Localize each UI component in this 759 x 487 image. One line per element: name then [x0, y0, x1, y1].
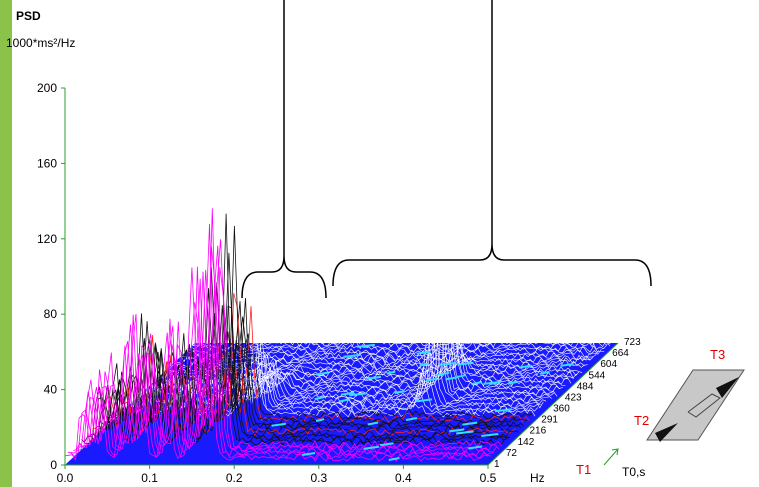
cyan-highlight-mark — [437, 371, 450, 376]
cyan-highlight-mark — [343, 353, 361, 358]
cyan-highlight-mark — [380, 442, 394, 447]
cyan-highlight-mark — [468, 445, 483, 450]
cyan-highlight-mark — [340, 391, 355, 396]
z-tick-label: 423 — [565, 392, 582, 403]
spectrum-slice-line — [95, 301, 519, 433]
spectrum-surface — [64, 208, 619, 465]
cyan-highlight-mark — [349, 392, 367, 397]
cyan-highlight-mark — [405, 417, 418, 421]
z-axis-unit: T0,s — [622, 465, 645, 479]
band-brace — [332, 0, 652, 287]
z-tick-label: 723 — [624, 337, 641, 348]
x-tick-label: 0.5 — [480, 471, 497, 485]
band-brace — [241, 0, 327, 299]
spectrum-slice-line — [89, 225, 513, 439]
spectrum-slice-line — [147, 303, 572, 384]
z-tick-label: 142 — [518, 437, 535, 448]
cyan-highlight-mark — [416, 350, 431, 355]
cyan-highlight-mark — [394, 390, 405, 394]
cyan-highlight-mark — [366, 375, 382, 380]
spectrum-slice-line — [150, 327, 574, 382]
spectrum-slice-line — [175, 349, 599, 358]
band-braces — [241, 0, 652, 299]
cyan-highlight-mark — [471, 381, 483, 386]
cyan-highlight-mark — [388, 456, 400, 461]
cyan-highlight-mark — [419, 362, 429, 367]
y-tick-label: 120 — [37, 232, 57, 246]
cyan-highlight-mark — [314, 396, 325, 401]
marker-t1: T1 — [576, 462, 591, 477]
spectrum-slice-line — [78, 266, 503, 449]
cyan-highlight-mark — [483, 380, 501, 385]
spectrum-slice-line — [192, 333, 616, 343]
spectrum-slice-line — [70, 246, 494, 457]
cyan-highlight-mark — [316, 371, 330, 376]
cyan-highlight-mark — [271, 422, 287, 427]
z-tick-label: 544 — [589, 370, 606, 381]
cyan-highlight-mark — [301, 451, 316, 456]
z-tick-label: 1 — [494, 459, 500, 470]
marker-t3: T3 — [710, 347, 725, 362]
cyan-highlight-mark — [539, 370, 550, 375]
spectrum-slice-line — [142, 268, 566, 389]
cyan-highlight-mark — [518, 364, 533, 369]
z-tick-label: 484 — [577, 381, 594, 392]
z-tick-label: 360 — [553, 404, 570, 415]
y-tick-label: 40 — [44, 383, 58, 397]
x-tick-label: 0.1 — [141, 471, 158, 485]
cyan-highlight-mark — [339, 398, 351, 403]
cyan-highlight-mark — [457, 361, 474, 366]
cyan-highlight-mark — [439, 361, 456, 366]
x-tick-label: 0.0 — [57, 471, 74, 485]
z-axis-line — [487, 342, 619, 466]
cyan-highlight-mark — [363, 445, 379, 450]
z-tick-label: 664 — [612, 348, 629, 359]
marker-t2: T2 — [634, 413, 649, 428]
y-tick-label: 200 — [37, 81, 57, 95]
cyan-highlight-mark — [445, 376, 458, 381]
spectrum-slice-line — [183, 341, 608, 351]
y-axis-unit: 1000*ms²/Hz — [6, 36, 75, 50]
cyan-highlight-mark — [356, 343, 376, 348]
green-arrow-icon — [603, 448, 619, 466]
cyan-highlight-mark — [462, 421, 478, 426]
cyan-highlight-mark — [449, 428, 465, 433]
x-tick-label: 0.4 — [395, 471, 412, 485]
z-tick-label: 216 — [529, 426, 546, 437]
spectrum-slice-line — [172, 351, 596, 361]
cyan-highlight-mark — [315, 418, 325, 423]
cyan-highlight-mark — [507, 380, 519, 385]
y-axis-title: PSD — [16, 9, 41, 23]
cyan-highlight-mark — [416, 398, 433, 403]
z-tick-label: 72 — [506, 448, 518, 459]
z-tick-label: 291 — [541, 415, 558, 426]
cyan-highlight-mark — [481, 433, 499, 437]
spectrum-slice-line — [194, 331, 619, 340]
spectrum-slice-line — [100, 297, 525, 429]
spectrum-slice-line — [64, 223, 489, 462]
accent-sidebar-bar — [0, 0, 12, 487]
cyan-highlight-mark — [425, 377, 438, 382]
cyan-highlight-mark — [494, 408, 513, 413]
cyan-highlight-mark — [456, 430, 474, 435]
cyan-highlight-mark — [386, 370, 396, 375]
x-tick-label: 0.2 — [226, 471, 243, 485]
spectrum-slice-line — [180, 344, 605, 353]
x-tick-label: 0.3 — [310, 471, 327, 485]
cyan-highlight-mark — [456, 374, 467, 379]
rotation-cube-icon[interactable] — [646, 369, 745, 442]
cyan-highlight-mark — [367, 421, 379, 426]
spectrum-slice-line — [73, 245, 497, 455]
y-tick-label: 0 — [50, 458, 57, 472]
z-tick-label: 604 — [600, 359, 617, 370]
y-tick-label: 160 — [37, 156, 57, 170]
spectrum-slice-line — [186, 339, 610, 348]
x-axis-unit: Hz — [530, 471, 545, 485]
spectrum-slice-line — [86, 305, 511, 441]
chart-axes: 0 40 80 120 160 200 0.0 0.1 0.2 0.3 0.4 0.51 7214221… — [37, 81, 641, 485]
y-tick-label: 80 — [44, 307, 58, 321]
cyan-highlight-mark — [560, 362, 574, 367]
